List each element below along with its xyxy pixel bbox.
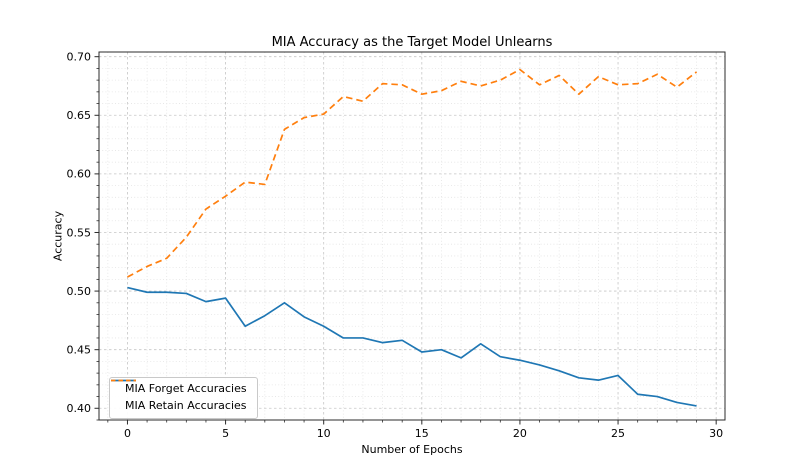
y-tick-label: 0.50: [67, 285, 92, 298]
chart-title: MIA Accuracy as the Target Model Unlearn…: [271, 35, 553, 50]
y-tick-label: 0.65: [67, 109, 92, 122]
forget-accuracy-line: [127, 286, 697, 407]
y-axis-label: Accuracy: [51, 210, 65, 262]
y-tick-label: 0.40: [67, 402, 92, 415]
axes-spines: [98, 51, 726, 421]
legend-label-forget: MIA Forget Accuracies: [125, 382, 247, 395]
x-tick-label: 5: [222, 427, 229, 440]
legend-label-retain: MIA Retain Accuracies: [125, 399, 247, 412]
y-tick-label: 0.60: [67, 168, 92, 181]
legend-item-retain: MIA Retain Accuracies: [111, 379, 247, 413]
x-axis-label: Number of Epochs: [361, 443, 463, 456]
retain-accuracy-line: [127, 68, 698, 278]
x-tick-label: 20: [513, 427, 527, 440]
x-tick-label: 0: [124, 427, 131, 440]
legend: MIA Forget Accuracies MIA Retain Accurac…: [109, 377, 258, 419]
y-tick-label: 0.55: [67, 226, 92, 239]
x-tick-label: 15: [415, 427, 429, 440]
y-tick-label: 0.70: [67, 50, 92, 63]
y-tick-label: 0.45: [67, 343, 92, 356]
x-tick-label: 10: [317, 427, 331, 440]
retain-line-sample-svg: [111, 379, 136, 382]
x-tick-label: 30: [709, 427, 723, 440]
x-tick-label: 25: [611, 427, 625, 440]
legend-item-forget: MIA Forget Accuracies: [111, 379, 247, 396]
